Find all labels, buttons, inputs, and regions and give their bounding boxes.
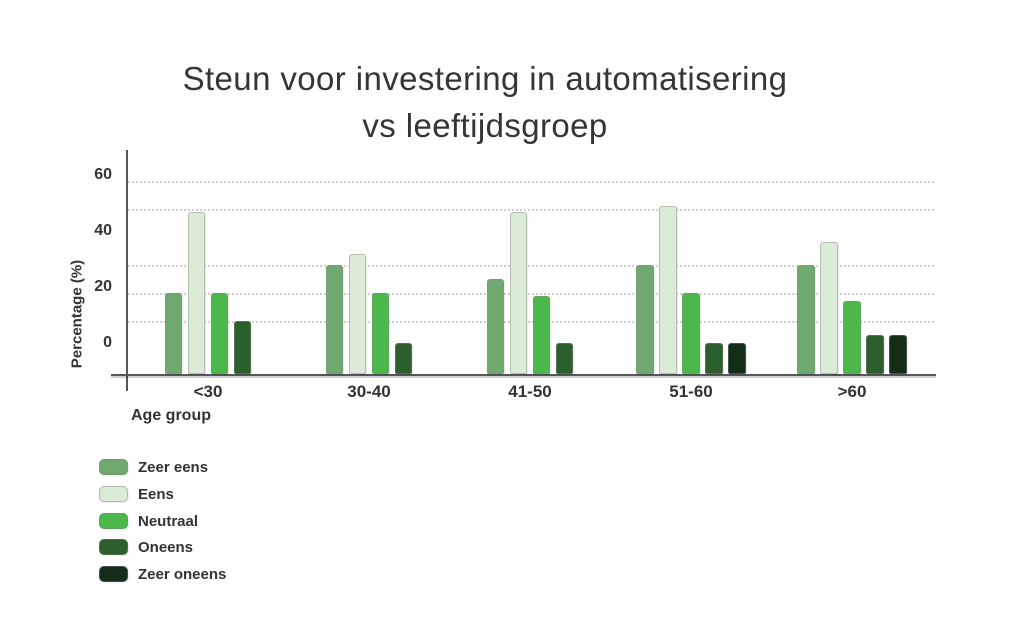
x-axis-line [111, 374, 936, 376]
bar-<30-oneens [233, 320, 252, 374]
x-category-label: >60 [837, 382, 867, 401]
legend-swatch [99, 566, 128, 583]
gridline-50 [128, 209, 934, 211]
legend-swatch [99, 459, 128, 475]
bar-51-60-oneens [705, 343, 723, 374]
x-category-label: <30 [193, 382, 223, 401]
legend-label: Eens [138, 485, 174, 503]
bar->60-oneens [866, 334, 884, 374]
bar-41-50-zeer-eens [486, 278, 505, 374]
legend-label: Oneens [138, 539, 194, 557]
bar-<30-neutraal [210, 292, 229, 374]
x-category-label: 41-50 [508, 382, 552, 401]
y-axis-title: Percentage (%) [68, 259, 86, 369]
bar->60-zeer-oneens [889, 334, 907, 374]
chart-title: Steun voor investering in automatisering… [0, 55, 970, 149]
bar-30-40-neutraal [371, 292, 390, 374]
chart-title-line2: vs leeftijdsgroep [362, 107, 608, 145]
bar-30-40-eens [348, 253, 367, 374]
bar-51-60-eens [659, 206, 677, 374]
bar-51-60-zeer-eens [636, 264, 654, 374]
chart-title-line1: Steun voor investering in automatisering [182, 60, 788, 98]
bar-41-50-eens [509, 211, 528, 374]
gridline-10 [128, 321, 934, 323]
y-tick-label: 40 [94, 222, 112, 239]
gridline-20 [128, 293, 934, 295]
legend-swatch [99, 485, 128, 502]
y-tick-label: 60 [94, 166, 112, 183]
legend-swatch [99, 539, 128, 556]
legend-label: Zeer eens [138, 459, 209, 476]
y-axis-line [126, 150, 128, 391]
bar-<30-eens [187, 211, 206, 374]
x-axis-title: Age group [131, 407, 211, 424]
x-category-label: 30-40 [347, 382, 391, 401]
bar-41-50-neutraal [532, 295, 551, 374]
bar->60-neutraal [843, 301, 861, 374]
bar-41-50-oneens [555, 343, 574, 374]
legend-swatch [99, 512, 128, 529]
bar->60-eens [820, 242, 838, 374]
x-category-label: 51-60 [669, 382, 713, 401]
y-tick-label: 20 [94, 278, 112, 295]
gridline-30 [128, 265, 934, 267]
bar-30-40-oneens [394, 343, 413, 374]
bar-51-60-zeer-oneens [728, 343, 746, 374]
bar->60-zeer-eens [797, 264, 815, 374]
y-tick-label: 0 [103, 334, 112, 351]
bar-30-40-zeer-eens [325, 264, 344, 374]
bar-51-60-neutraal [682, 292, 700, 374]
bar-<30-zeer-eens [164, 292, 183, 374]
gridline-60 [128, 181, 934, 183]
legend-label: Neutraal [138, 512, 199, 530]
legend-label: Zeer oneens [138, 566, 227, 584]
